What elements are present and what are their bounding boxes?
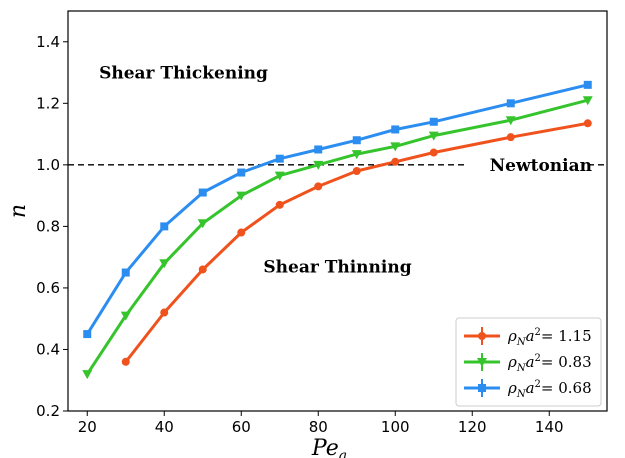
legend-entry: ρNa2= 1.15 (464, 327, 592, 348)
y-tick-label: 1.0 (36, 156, 60, 174)
data-point (352, 136, 361, 145)
annotation-shear-thickening: Shear Thickening (99, 64, 268, 84)
x-tick-label: 80 (309, 418, 328, 436)
legend-marker (478, 332, 486, 340)
data-point (83, 330, 92, 339)
x-tick-label: 120 (458, 418, 487, 436)
x-tick-label: 60 (232, 418, 251, 436)
series-line (86, 98, 589, 375)
reference-label-background (467, 153, 589, 176)
data-point (314, 182, 323, 191)
data-point (237, 168, 246, 177)
data-point (391, 157, 400, 166)
data-point (314, 145, 323, 154)
legend-label: ρNa2= 1.15 (507, 327, 592, 348)
y-tick-label: 0.8 (36, 217, 60, 235)
annotation-layer: Shear Thickening Shear Thinning Newtonia… (99, 64, 592, 278)
x-axis-title: Pea (311, 436, 347, 458)
data-point (275, 154, 284, 163)
y-tick-label: 0.2 (36, 402, 60, 420)
reference-line-label: Newtonian (490, 156, 592, 176)
series-layer (82, 80, 593, 380)
data-point (352, 167, 361, 175)
series-3 (83, 80, 592, 339)
ticks-layer: 20 40 60 80 100 120 140 0.2 0.4 0.6 0.8 1.0 1.2 1.4 (36, 33, 563, 436)
series-line (86, 83, 589, 335)
x-tick-label: 140 (535, 418, 564, 436)
data-point (274, 171, 285, 181)
data-point (82, 370, 93, 380)
data-point (391, 125, 400, 134)
x-tick-label: 40 (155, 418, 174, 436)
annotation-shear-thinning: Shear Thinning (263, 257, 411, 277)
data-point (160, 308, 169, 317)
data-point (428, 131, 439, 141)
data-point (313, 160, 324, 170)
legend-entry: ρNa2= 0.83 (464, 353, 592, 374)
legend-box (455, 317, 602, 407)
y-tick-label: 0.6 (36, 279, 60, 297)
legend: ρNa2= 1.15 ρNa2= 0.83 ρNa2= 0.68 (455, 317, 602, 407)
data-point (236, 191, 247, 201)
data-point (121, 268, 130, 277)
data-point (506, 133, 515, 142)
data-point (160, 222, 169, 231)
x-tick-label: 100 (381, 418, 410, 436)
data-point (583, 119, 592, 128)
data-point (121, 357, 130, 366)
legend-entry: ρNa2= 0.68 (464, 379, 592, 400)
data-point (159, 259, 170, 269)
data-point (506, 99, 515, 108)
legend-marker (477, 358, 487, 367)
data-point (583, 80, 592, 89)
x-tick-label: 20 (78, 418, 97, 436)
legend-label: ρNa2= 0.83 (507, 353, 592, 374)
data-point (275, 200, 284, 209)
y-tick-label: 1.4 (36, 33, 60, 51)
data-point (198, 188, 207, 197)
data-point (197, 219, 208, 229)
data-point (582, 96, 593, 106)
y-tick-label: 1.2 (36, 94, 60, 112)
legend-marker (478, 384, 486, 392)
data-point (237, 228, 246, 237)
series-2 (82, 96, 593, 380)
plot-frame (67, 10, 608, 412)
y-tick-label: 0.4 (36, 340, 60, 358)
data-point (351, 150, 362, 160)
data-point (390, 142, 401, 152)
y-axis-title: n (6, 204, 31, 218)
data-point (429, 148, 438, 157)
data-point (429, 117, 438, 126)
legend-label: ρNa2= 0.68 (507, 379, 592, 400)
data-point (120, 311, 131, 321)
series-1 (121, 119, 592, 366)
data-point (505, 116, 516, 126)
data-point (198, 265, 207, 274)
